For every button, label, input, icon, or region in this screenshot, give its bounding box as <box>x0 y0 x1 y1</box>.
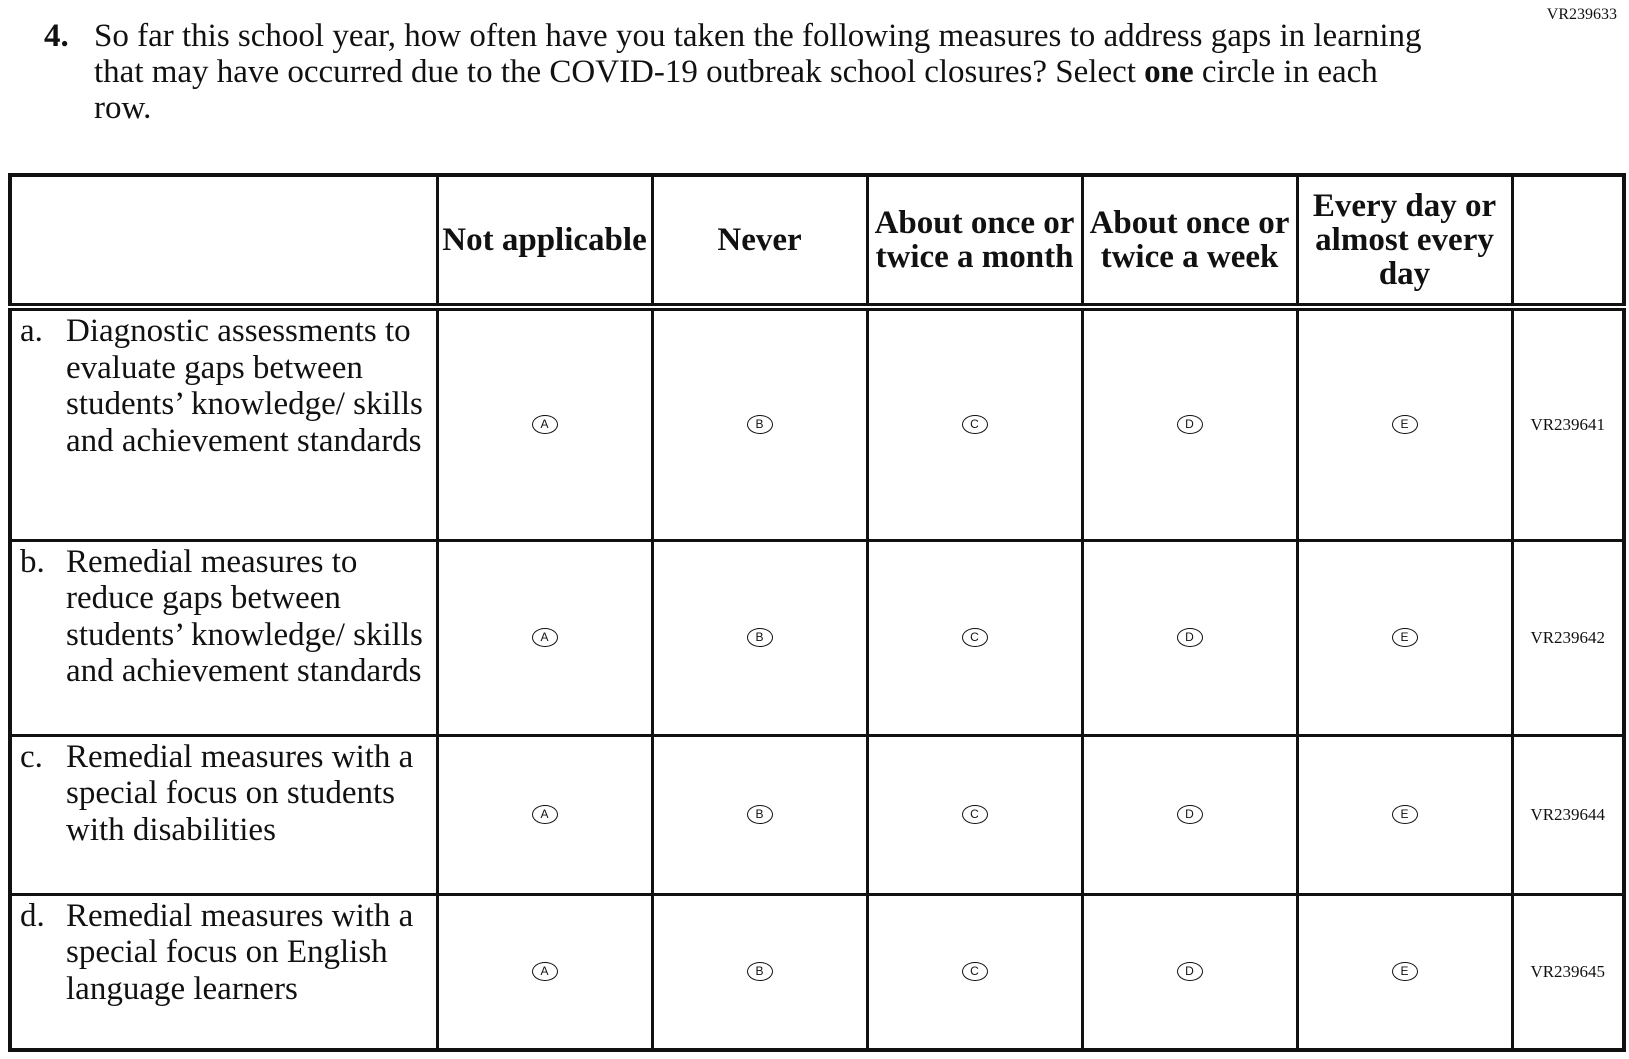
radio-bubble[interactable]: E <box>1391 415 1418 435</box>
radio-bubble[interactable]: E <box>1391 628 1418 647</box>
option-cell: D <box>1080 892 1299 1052</box>
option-cell: D <box>1080 305 1299 542</box>
item-letter: b. <box>20 543 45 580</box>
item-code: VR239642 <box>1510 538 1626 737</box>
radio-bubble[interactable]: E <box>1391 805 1418 824</box>
option-cell: A <box>435 733 654 896</box>
option-cell: E <box>1295 733 1514 896</box>
item-letter: a. <box>20 313 43 349</box>
option-cell: B <box>650 538 869 737</box>
blank-header <box>8 173 439 311</box>
option-cell: A <box>435 538 654 737</box>
option-cell: E <box>1295 892 1514 1052</box>
option-cell: B <box>650 733 869 896</box>
radio-bubble[interactable]: E <box>1391 962 1418 982</box>
question-part: circle in each row. <box>94 54 1378 126</box>
radio-bubble[interactable]: C <box>961 415 988 435</box>
radio-bubble[interactable]: B <box>746 805 773 824</box>
option-cell: A <box>435 305 654 542</box>
radio-bubble[interactable]: D <box>1176 628 1203 647</box>
header-row: Not applicable Never About once or twice a… <box>8 173 1626 311</box>
radio-bubble[interactable]: B <box>746 962 773 982</box>
option-cell: C <box>865 733 1084 896</box>
item-letter: c. <box>20 738 43 775</box>
option-cell: E <box>1295 305 1514 542</box>
radio-bubble[interactable]: D <box>1176 962 1203 982</box>
radio-bubble[interactable]: C <box>961 962 988 982</box>
radio-bubble[interactable]: B <box>746 415 773 435</box>
radio-bubble[interactable]: A <box>531 805 558 824</box>
item-code: VR239644 <box>1510 733 1626 896</box>
column-header: About once or twice a week <box>1080 173 1299 311</box>
item-label: c. Remedial measures with a special focus… <box>8 733 439 896</box>
item-row: c. Remedial measures with a special focus… <box>8 733 1626 896</box>
radio-bubble[interactable]: C <box>961 628 988 647</box>
item-text: Diagnostic assessments to evaluate gaps … <box>66 313 423 459</box>
option-cell: B <box>650 892 869 1052</box>
option-cell: D <box>1080 538 1299 737</box>
question-part: So far this school year, how often have … <box>94 18 1422 90</box>
item-label: b. Remedial measures to reduce gaps betwe… <box>8 538 439 737</box>
item-text: Remedial measures to reduce gaps between… <box>66 543 423 690</box>
item-letter: d. <box>20 897 45 934</box>
response-table: Not applicable Never About once or twice a… <box>8 173 1626 1052</box>
column-header: Every day or almost every day <box>1295 173 1514 311</box>
item-row: d. Remedial measures with a special focus… <box>8 892 1626 1052</box>
radio-bubble[interactable]: A <box>531 628 558 647</box>
radio-bubble[interactable]: B <box>746 628 773 647</box>
item-text: Remedial measures with a special focus o… <box>66 897 414 1007</box>
question-text: So far this school year, how often have … <box>94 18 1424 126</box>
radio-bubble[interactable]: A <box>531 962 558 982</box>
blank-header <box>1510 173 1626 311</box>
item-label: d. Remedial measures with a special focus… <box>8 892 439 1052</box>
form-code: VR239633 <box>1546 6 1617 23</box>
column-header: Not applicable <box>435 173 654 311</box>
radio-bubble[interactable]: D <box>1176 415 1203 435</box>
column-header: About once or twice a month <box>865 173 1084 311</box>
radio-bubble[interactable]: D <box>1176 805 1203 824</box>
option-cell: B <box>650 305 869 542</box>
option-cell: C <box>865 305 1084 542</box>
question-part: one <box>1144 54 1194 90</box>
option-cell: D <box>1080 733 1299 896</box>
question-number: 4. <box>44 18 69 54</box>
item-text: Remedial measures with a special focus o… <box>66 738 414 848</box>
radio-bubble[interactable]: C <box>961 805 988 824</box>
option-cell: C <box>865 538 1084 737</box>
column-header: Never <box>650 173 869 311</box>
item-code: VR239645 <box>1510 892 1626 1052</box>
option-cell: E <box>1295 538 1514 737</box>
item-label: a. Diagnostic assessments to evaluate gap… <box>8 305 439 542</box>
radio-bubble[interactable]: A <box>531 415 558 435</box>
option-cell: C <box>865 892 1084 1052</box>
item-row: a. Diagnostic assessments to evaluate gap… <box>8 305 1626 542</box>
item-code: VR239641 <box>1510 305 1626 542</box>
item-row: b. Remedial measures to reduce gaps betwe… <box>8 538 1626 737</box>
option-cell: A <box>435 892 654 1052</box>
